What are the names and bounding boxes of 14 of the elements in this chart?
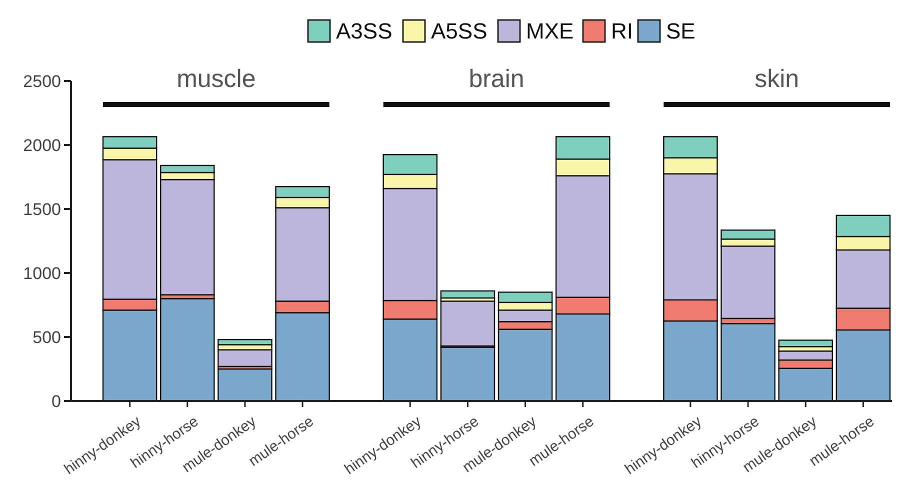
y-tick-label: 2500 — [23, 72, 61, 91]
legend-label: RI — [611, 18, 633, 44]
y-tick-label: 2000 — [23, 136, 61, 155]
annotation: brain — [468, 65, 524, 93]
y-tick-label: 0 — [52, 392, 61, 411]
y-tick-label: 500 — [32, 328, 61, 347]
y-tick-label: 1500 — [23, 200, 61, 219]
legend-label: SE — [666, 18, 696, 44]
annotation: muscle — [176, 65, 256, 93]
y-tick-label: 1000 — [23, 264, 61, 283]
legend-label: A3SS — [336, 18, 392, 44]
annotation: skin — [754, 65, 800, 93]
legend-label: A5SS — [431, 18, 488, 44]
legend-label: MXE — [526, 18, 574, 44]
